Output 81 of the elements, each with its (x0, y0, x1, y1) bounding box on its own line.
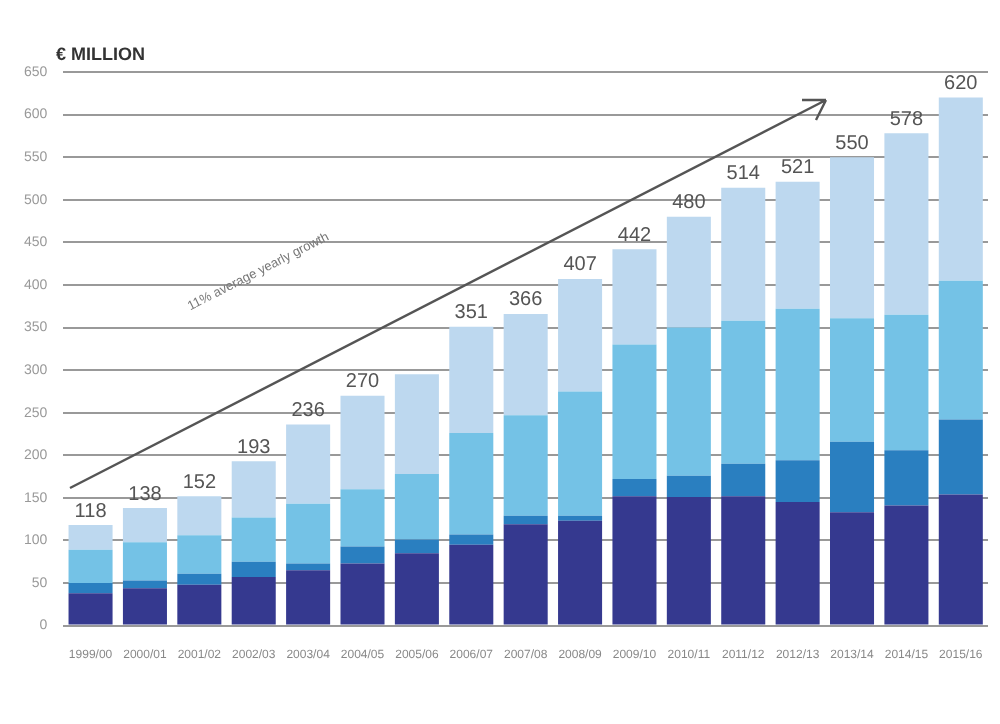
total-label: 118 (74, 500, 108, 523)
bar (558, 278, 603, 392)
bar (122, 542, 167, 581)
total-label: 514 (726, 163, 761, 186)
y-axis-title: € MILLION (56, 44, 145, 64)
bar (68, 583, 113, 594)
total-label: 620 (944, 73, 979, 96)
bar (449, 534, 494, 545)
total-label: 152 (182, 471, 217, 494)
bar (721, 463, 766, 497)
bar (394, 374, 439, 474)
bar (177, 573, 222, 585)
bar (612, 249, 657, 345)
bar (449, 326, 494, 434)
bar (231, 561, 276, 578)
bar (177, 496, 222, 536)
total-label: 407 (563, 254, 598, 277)
bar (775, 181, 820, 309)
bar (830, 318, 875, 442)
bar (830, 441, 875, 513)
bar (884, 314, 929, 451)
bar (340, 546, 385, 564)
bar (830, 157, 875, 319)
bar (938, 494, 983, 625)
bar (558, 520, 603, 625)
bar (340, 489, 385, 547)
bar (775, 460, 820, 503)
total-label: 550 (835, 132, 870, 155)
bar (666, 475, 711, 497)
bar (884, 450, 929, 506)
total-label: 442 (617, 224, 653, 247)
bar (122, 580, 167, 589)
bar (666, 216, 711, 328)
bar (340, 563, 385, 625)
bar (503, 524, 548, 625)
bar (286, 503, 331, 564)
bar (394, 474, 439, 540)
bar (938, 97, 983, 281)
bar (666, 496, 711, 625)
bar (775, 502, 820, 625)
bar (449, 544, 494, 625)
bar (286, 563, 331, 571)
total-label: 193 (237, 436, 272, 459)
bar (666, 327, 711, 476)
bar (721, 187, 766, 321)
bar (286, 424, 331, 504)
total-label: 270 (345, 371, 381, 394)
bar (938, 419, 983, 495)
bar (612, 479, 657, 497)
bar (612, 344, 657, 480)
bar (231, 461, 276, 518)
bar (122, 588, 167, 625)
bar (503, 415, 548, 516)
total-label: 366 (508, 289, 544, 312)
bar (68, 593, 113, 625)
bar (884, 133, 929, 315)
bar (340, 395, 385, 490)
bar (394, 539, 439, 554)
bar (177, 584, 222, 625)
bar (231, 517, 276, 562)
bar (830, 512, 875, 625)
bar (612, 496, 657, 625)
bar (558, 391, 603, 516)
bar (721, 320, 766, 464)
bar (721, 496, 766, 625)
bar (68, 525, 113, 550)
bar (68, 549, 113, 584)
bar (775, 308, 820, 461)
bar (558, 515, 603, 521)
bar (884, 505, 929, 625)
bar (286, 570, 331, 625)
bar (503, 515, 548, 525)
bar (231, 577, 276, 625)
bar (122, 508, 167, 543)
bar (449, 433, 494, 535)
bar (394, 553, 439, 625)
bar (503, 313, 548, 416)
bar (177, 535, 222, 574)
total-label: 351 (454, 302, 489, 325)
total-label: 521 (780, 157, 816, 180)
bar (938, 280, 983, 420)
